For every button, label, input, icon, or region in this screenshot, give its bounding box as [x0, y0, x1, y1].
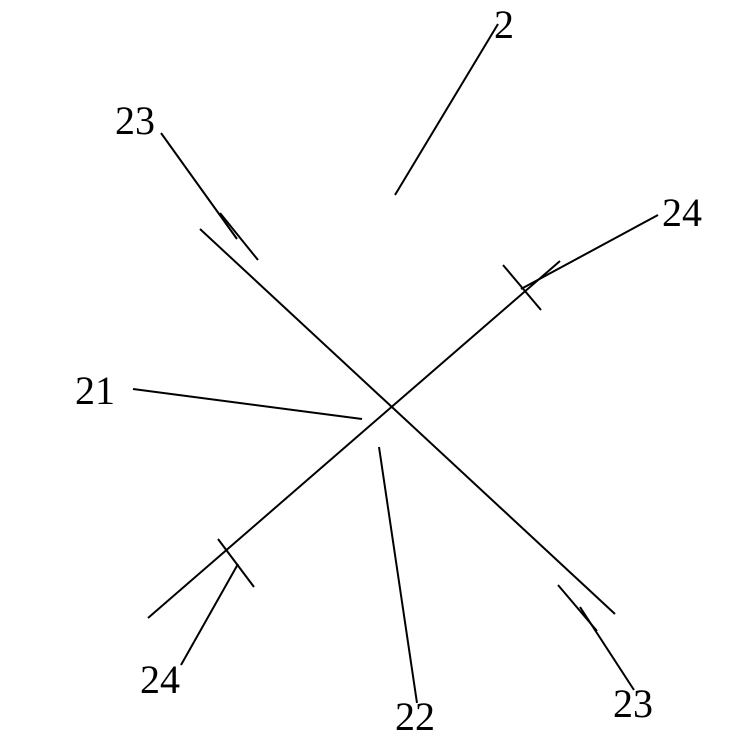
label-22: 22 [395, 693, 435, 740]
label-21: 21 [75, 367, 115, 414]
line-leader-2 [395, 24, 498, 195]
line-arm-ne-sw [148, 261, 560, 618]
line-tick-bot-left [218, 539, 254, 587]
line-leader-22 [379, 447, 417, 703]
label-24-bl: 24 [140, 656, 180, 703]
line-arm-nw-se [200, 229, 615, 614]
line-leader-24-tr [521, 215, 658, 289]
line-leader-21 [133, 389, 362, 419]
label-23-br: 23 [613, 680, 653, 727]
label-2: 2 [494, 1, 514, 48]
label-24-tr: 24 [662, 189, 702, 236]
diagram-container: 2 23 24 21 24 22 23 [0, 0, 754, 745]
label-23-tl: 23 [115, 97, 155, 144]
line-leader-24-bl [181, 564, 238, 665]
line-leader-23-tl [161, 133, 237, 239]
line-leader-23-br [580, 607, 634, 690]
